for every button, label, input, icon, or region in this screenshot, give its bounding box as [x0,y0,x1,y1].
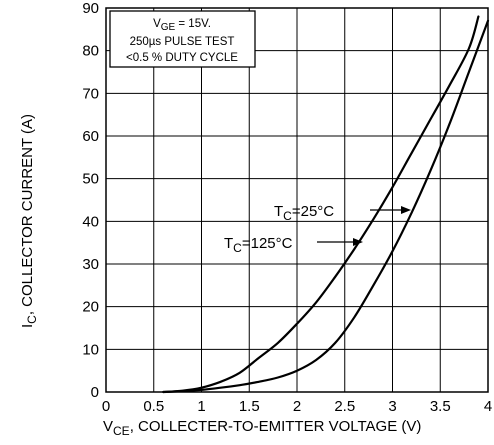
x-tick-label: 3 [388,398,396,415]
series-tc125-line [162,15,480,394]
duty-cycle-note: <0.5 % DUTY CYCLE [126,52,238,64]
x-tick-label: 0.5 [143,398,164,415]
pulse-test-note: 250µs PULSE TEST [130,36,235,48]
plot-frame [105,7,489,393]
y-tick-labels: 0 10 20 30 40 50 60 70 80 90 [82,0,99,401]
y-tick-label: 60 [82,128,99,145]
test-conditions-frame [109,10,256,68]
vge-condition: VGE = 15V. [153,18,211,33]
y-axis-label: IC, COLLECTOR CURRENT (A) [19,114,39,328]
y-tick-label: 10 [82,341,99,358]
gridlines [106,8,488,392]
curve-label-tc25: TC=25°C [274,203,411,223]
y-tick-label: 50 [82,171,99,188]
curves [162,15,490,394]
x-tick-label: 3.5 [430,398,451,415]
curve-label-tc125: TC=125°C [224,235,363,255]
x-tick-label: 1.5 [239,398,260,415]
x-tick-label: 2.5 [334,398,355,415]
x-tick-label: 4 [484,398,492,415]
x-tick-label: 1 [197,398,205,415]
arrow-tc125-head [353,238,363,246]
curve-label-tc125-text: TC=125°C [224,235,293,255]
y-tick-label: 30 [82,256,99,273]
y-tick-label: 70 [82,85,99,102]
y-tick-label: 90 [82,0,99,17]
x-tick-labels: 0 0.5 1 1.5 2 2.5 3 3.5 4 [102,398,492,415]
test-conditions-box: VGE = 15V. 250µs PULSE TEST <0.5 % DUTY … [109,10,256,68]
y-tick-label: 20 [82,299,99,316]
x-tick-label: 2 [293,398,301,415]
series-tc25-line [162,19,490,394]
y-tick-label: 40 [82,213,99,230]
curve-label-tc25-text: TC=25°C [274,203,334,223]
y-tick-label: 80 [82,43,99,60]
arrow-tc25-head [401,206,411,214]
y-tick-label: 0 [91,384,99,401]
x-axis-label: VCE, COLLECTER-TO-EMITTER VOLTAGE (V) [103,418,421,438]
x-tick-label: 0 [102,398,110,415]
